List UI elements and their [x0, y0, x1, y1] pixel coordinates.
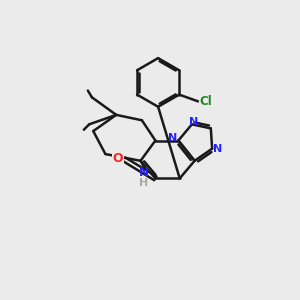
Text: N: N — [139, 167, 149, 179]
Text: H: H — [139, 178, 148, 188]
Text: N: N — [189, 117, 198, 127]
Text: O: O — [112, 152, 123, 165]
Text: Cl: Cl — [200, 95, 213, 108]
Text: N: N — [214, 144, 223, 154]
Text: N: N — [168, 134, 177, 143]
